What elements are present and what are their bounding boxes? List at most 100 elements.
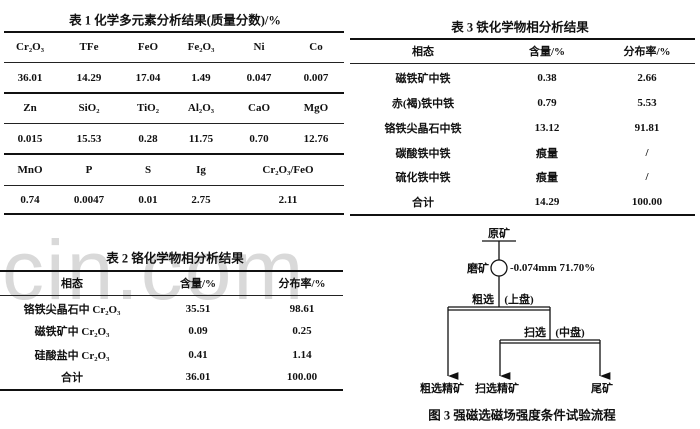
table-cell: 2.75 <box>191 194 211 206</box>
column-header: MnO <box>17 164 43 176</box>
table-cell: 0.79 <box>537 97 557 109</box>
column-header: SiO₂ <box>78 102 100 114</box>
table-cell: 2.66 <box>637 72 657 84</box>
table-rule <box>4 123 344 124</box>
table-cell: 1.14 <box>292 349 312 361</box>
tailings-label: 尾矿 <box>591 383 613 395</box>
table-3-title: 表 3 铁化学物相分析结果 <box>451 20 589 35</box>
column-header: Fe₂O₃ <box>187 41 215 53</box>
table-cell: 0.007 <box>303 72 329 84</box>
table-cell: 0.41 <box>188 349 208 361</box>
column-header: 含量/% <box>528 46 566 58</box>
table-cell: 0.28 <box>138 133 158 145</box>
column-header: Cr₂O₃ <box>16 41 44 53</box>
table-cell: 铬铁尖晶石中铁 <box>384 123 462 135</box>
table-cell: 0.047 <box>246 72 272 84</box>
table-cell: 磁铁矿中 Cr₂O₃ <box>34 326 110 338</box>
table-cell: 15.53 <box>76 133 102 145</box>
column-header: S <box>144 164 152 176</box>
table-cell: 17.04 <box>135 72 161 84</box>
table-cell: 痕量 <box>536 172 558 184</box>
table-cell: 0.74 <box>20 194 40 206</box>
table-2-title: 表 2 铬化学物相分析结果 <box>106 251 244 266</box>
table-rule <box>4 153 344 155</box>
column-header: 分布率/% <box>623 46 671 58</box>
table-cell: 13.12 <box>534 122 560 134</box>
table-cell: 0.09 <box>188 325 208 337</box>
table-cell: / <box>645 147 649 159</box>
grinding-label: 磨矿 <box>467 263 489 275</box>
raw-ore-label: 原矿 <box>488 228 510 240</box>
column-header: Zn <box>23 102 37 114</box>
table-cell: 12.76 <box>303 133 329 145</box>
table-cell: 14.29 <box>76 72 102 84</box>
table-rule <box>0 389 343 391</box>
table-cell: 5.53 <box>637 97 657 109</box>
column-header: TFe <box>79 41 99 53</box>
table-cell: 硅酸盐中 Cr₂O₃ <box>34 350 110 362</box>
table-rule <box>4 213 344 215</box>
grinding-circle <box>490 259 508 277</box>
table-1-title: 表 1 化学多元素分析结果(质量分数)/% <box>69 13 281 28</box>
table-cell: 36.01 <box>17 72 43 84</box>
table-rule <box>4 185 344 186</box>
figure-3-caption: 图 3 强磁选磁场强度条件试验流程 <box>428 408 616 423</box>
table-rule <box>0 295 343 296</box>
table-rule <box>350 63 695 64</box>
column-header: Co <box>309 41 323 53</box>
table-cell: 合计 <box>61 372 83 384</box>
table-rule <box>350 214 695 216</box>
table-rule <box>4 31 344 33</box>
table-cell: 铬铁尖晶石中 Cr₂O₃ <box>23 304 121 316</box>
table-rule <box>4 92 344 94</box>
table-cell: 赤(褐)铁中铁 <box>391 98 455 110</box>
column-header: CaO <box>248 102 270 114</box>
rougher-position-label: (上盘) <box>504 294 534 306</box>
table-cell: 磁铁矿中铁 <box>395 73 451 85</box>
table-cell: 硫化铁中铁 <box>395 172 451 184</box>
column-header: 相态 <box>412 46 434 58</box>
column-header: 含量/% <box>179 278 217 290</box>
rougher-label: 粗选 <box>472 294 494 306</box>
scavenger-conc-label: 扫选精矿 <box>475 383 519 395</box>
table-cell: 11.75 <box>188 133 214 145</box>
rougher-conc-label: 粗选精矿 <box>420 383 464 395</box>
column-header: Al₂O₃ <box>187 102 215 114</box>
column-header: P <box>85 164 93 176</box>
scavenger-position-label: (中盘) <box>555 327 585 339</box>
table-cell: 0.01 <box>138 194 158 206</box>
table-cell: 0.0047 <box>73 194 105 206</box>
table-cell: 100.00 <box>631 196 663 208</box>
table-cell: 痕量 <box>536 148 558 160</box>
column-header: TiO₂ <box>136 102 160 114</box>
table-cell: 1.49 <box>191 72 211 84</box>
table-cell: 碳酸铁中铁 <box>395 148 451 160</box>
table-rule <box>350 38 695 40</box>
column-header: MgO <box>303 102 329 114</box>
grind-spec-label: -0.074mm 71.70% <box>510 262 596 274</box>
table-cell: 0.70 <box>249 133 269 145</box>
table-cell: 0.015 <box>17 133 43 145</box>
table-rule <box>4 62 344 63</box>
table-cell: / <box>645 171 649 183</box>
column-header: FeO <box>137 41 159 53</box>
table-cell: 98.61 <box>289 303 315 315</box>
table-cell: 100.00 <box>286 371 318 383</box>
column-header: Ig <box>196 164 206 176</box>
column-header: Cr₂O₃/FeO <box>262 164 314 176</box>
table-cell: 合计 <box>412 197 434 209</box>
column-header: Ni <box>253 41 265 53</box>
table-cell: 14.29 <box>534 196 560 208</box>
table-rule <box>0 270 343 272</box>
column-header: 相态 <box>61 278 83 290</box>
table-cell: 35.51 <box>185 303 211 315</box>
column-header: 分布率/% <box>278 278 326 290</box>
table-cell: 91.81 <box>634 122 660 134</box>
table-cell: 0.38 <box>537 72 557 84</box>
table-cell: 0.25 <box>292 325 312 337</box>
table-cell: 36.01 <box>185 371 211 383</box>
table-cell: 2.11 <box>278 194 298 206</box>
scavenger-label: 扫选 <box>524 327 546 339</box>
